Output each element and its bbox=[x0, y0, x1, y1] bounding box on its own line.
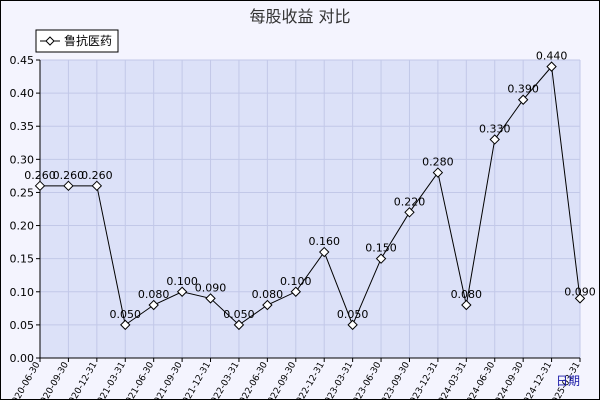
legend: 鲁抗医药 bbox=[35, 29, 119, 53]
data-label: 0.260 bbox=[53, 169, 85, 182]
x-axis-ticks: 2020-06-302020-09-302020-12-312021-03-31… bbox=[8, 358, 583, 400]
data-label: 0.260 bbox=[24, 169, 56, 182]
data-label: 0.100 bbox=[166, 275, 198, 288]
data-point-marker bbox=[262, 299, 273, 311]
data-point-marker bbox=[489, 134, 500, 145]
data-label: 0.050 bbox=[337, 308, 369, 321]
y-tick-label: 0.30 bbox=[10, 153, 35, 166]
series-line bbox=[40, 65, 581, 327]
data-point-marker bbox=[63, 180, 74, 192]
data-label: 0.080 bbox=[138, 288, 170, 301]
data-label: 0.220 bbox=[394, 195, 426, 208]
y-tick-label: 0.25 bbox=[10, 186, 35, 199]
data-label: 0.080 bbox=[451, 288, 483, 301]
data-point-marker bbox=[176, 286, 188, 297]
data-label: 0.050 bbox=[223, 308, 255, 321]
data-point-marker bbox=[319, 246, 330, 258]
data-point-marker bbox=[517, 94, 529, 105]
data-point-marker bbox=[461, 299, 472, 311]
x-axis-label: 日期 bbox=[556, 374, 580, 388]
data-point-marker bbox=[375, 253, 387, 264]
data-point-marker bbox=[574, 293, 586, 304]
data-label: 0.160 bbox=[308, 235, 340, 248]
series-markers bbox=[34, 61, 586, 331]
data-point-marker bbox=[546, 61, 557, 72]
data-point-marker bbox=[91, 180, 103, 192]
y-tick-label: 0.15 bbox=[10, 253, 35, 266]
plot-area bbox=[40, 60, 580, 358]
y-tick-label: 0.40 bbox=[10, 87, 35, 100]
data-label: 0.280 bbox=[422, 156, 454, 169]
data-point-marker bbox=[432, 167, 444, 178]
data-point-marker bbox=[205, 293, 216, 304]
legend-label: 鲁抗医药 bbox=[64, 33, 112, 48]
y-tick-label: 0.45 bbox=[10, 54, 35, 67]
data-label: 0.100 bbox=[280, 275, 312, 288]
x-tick-label: 2020-06-30 bbox=[8, 360, 43, 400]
data-point-marker bbox=[34, 180, 46, 192]
data-point-marker bbox=[347, 319, 358, 331]
y-tick-label: 0.05 bbox=[10, 319, 35, 332]
y-tick-label: 0.00 bbox=[10, 352, 35, 365]
data-label: 0.330 bbox=[479, 122, 511, 135]
legend-diamond-marker bbox=[45, 36, 55, 46]
data-label: 0.080 bbox=[252, 288, 284, 301]
y-tick-label: 0.20 bbox=[10, 220, 35, 233]
chart-title: 每股收益 对比 bbox=[249, 7, 350, 26]
y-tick-label: 0.10 bbox=[10, 286, 35, 299]
data-label: 0.090 bbox=[564, 285, 596, 298]
data-label: 0.390 bbox=[507, 83, 539, 96]
data-point-marker bbox=[233, 319, 245, 331]
data-label: 0.260 bbox=[81, 169, 113, 182]
legend-box bbox=[35, 29, 119, 53]
data-label: 0.090 bbox=[195, 281, 227, 294]
data-label: 0.150 bbox=[365, 242, 397, 255]
data-labels: 0.2600.2600.2600.0500.0800.1000.0900.050… bbox=[24, 50, 596, 321]
axes bbox=[39, 60, 580, 359]
data-point-marker bbox=[120, 319, 131, 331]
data-label: 0.440 bbox=[536, 50, 568, 63]
data-point-marker bbox=[148, 299, 159, 311]
y-tick-label: 0.35 bbox=[10, 120, 35, 133]
data-label: 0.050 bbox=[110, 308, 142, 321]
data-point-marker bbox=[404, 207, 415, 218]
data-point-marker bbox=[290, 286, 301, 297]
y-axis-ticks: 0.00 0.05 0.10 0.15 0.20 0.25 0.30 0.35 0.40 0.45 bbox=[10, 54, 40, 365]
